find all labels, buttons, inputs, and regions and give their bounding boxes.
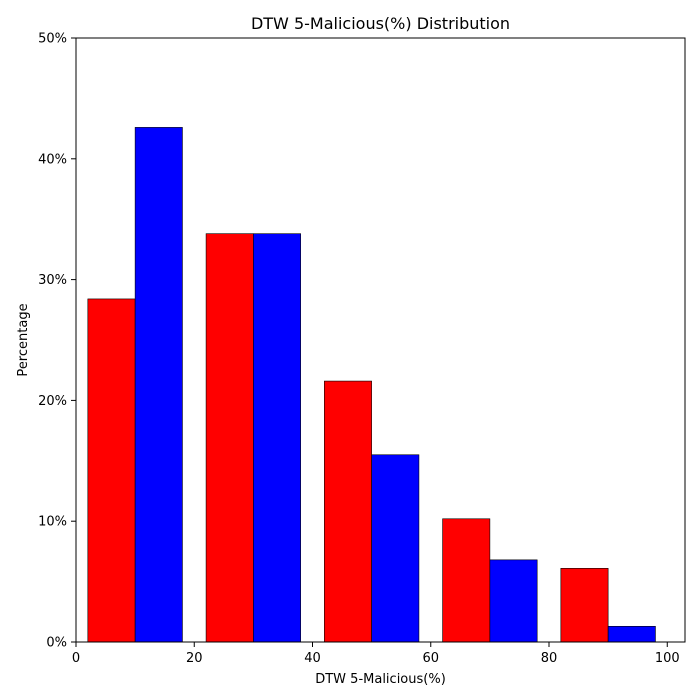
bar-series-2-bin-5 — [607, 625, 656, 643]
bar-series-2-bin-3 — [371, 454, 420, 643]
y-axis-ticks: 0% 10% 20% 30% 40% 50% — [38, 32, 76, 651]
y-axis-label: Percentage — [16, 303, 31, 376]
chart-title: DTW 5-Malicious(%) Distribution — [251, 14, 510, 33]
x-tick-label: 20 — [186, 651, 203, 666]
x-tick-label: 60 — [422, 651, 439, 666]
bar-series-1-bin-2 — [205, 233, 254, 643]
bar-series-1-bin-3 — [324, 380, 372, 643]
bar-series-2-bin-1 — [134, 127, 183, 643]
x-axis-label: DTW 5-Malicious(%) — [315, 672, 446, 687]
y-tick-label: 0% — [46, 636, 67, 651]
bars-layer — [87, 127, 656, 643]
y-tick-label: 50% — [38, 32, 67, 47]
bar-series-1-bin-1 — [87, 298, 136, 643]
y-tick-label: 40% — [38, 152, 67, 167]
bar-series-1-bin-5 — [560, 568, 609, 643]
plot-frame — [75, 37, 686, 643]
bar-series-2-bin-2 — [253, 233, 301, 643]
x-tick-label: 80 — [541, 651, 558, 666]
x-tick-label: 40 — [304, 651, 321, 666]
x-axis-ticks: 0 20 40 60 80 100 — [72, 642, 680, 666]
bar-series-1-bin-4 — [442, 518, 491, 643]
x-tick-label: 0 — [72, 651, 80, 666]
x-tick-label: 100 — [655, 651, 680, 666]
y-tick-label: 30% — [38, 273, 67, 288]
y-tick-label: 10% — [38, 515, 67, 530]
bar-series-2-bin-4 — [489, 559, 538, 643]
y-tick-label: 20% — [38, 394, 67, 409]
